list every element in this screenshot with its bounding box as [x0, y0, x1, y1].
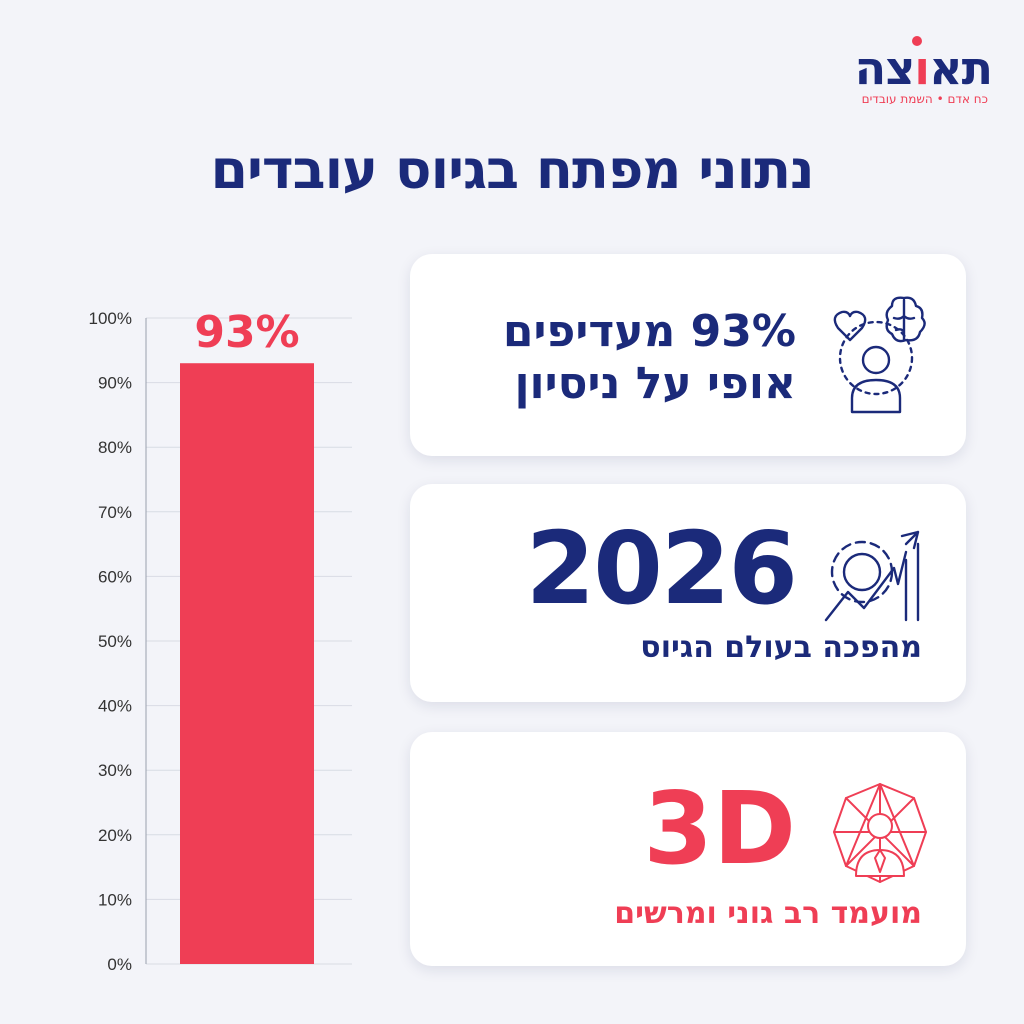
y-tick-label: 30%	[98, 761, 132, 780]
stat-card-preference: 93% מעדיפים אופי על ניסיון	[410, 254, 966, 456]
y-tick-label: 80%	[98, 438, 132, 457]
y-tick-label: 70%	[98, 503, 132, 522]
y-tick-label: 50%	[98, 632, 132, 651]
y-tick-label: 100%	[89, 309, 132, 328]
stat-card-3d: 3D מועמד רב גוני ומרשים	[410, 732, 966, 966]
logo-subtitle: כח אדם • השמת עובדים	[861, 92, 988, 106]
3d-stat-value: 3D	[643, 770, 796, 887]
year-stat-caption: מהפכה בעולם הגיוס	[640, 630, 922, 665]
y-tick-label: 40%	[98, 697, 132, 716]
logo-wordmark: תאוצה	[855, 36, 993, 92]
y-tick-label: 60%	[98, 567, 132, 586]
network-person-icon	[830, 780, 930, 894]
bar-chart: 0% 10% 20% 30% 40% 50% 60% 70% 80% 90% 100% 93%	[89, 307, 352, 974]
year-stat-value: 2026	[525, 510, 798, 627]
gear-growth-arrow-icon	[820, 520, 930, 634]
company-logo: תאוצה כח אדם • השמת עובדים	[812, 36, 993, 114]
y-tick-label: 0%	[107, 955, 132, 974]
preference-stat-text: 93% מעדיפים אופי על ניסיון	[502, 306, 796, 409]
bar-data-label: 93%	[194, 307, 299, 358]
stat-card-year: 2026 מהפכה בעולם הגיוס	[410, 484, 966, 702]
y-tick-label: 20%	[98, 826, 132, 845]
3d-stat-caption: מועמד רב גוני ומרשים	[614, 896, 922, 931]
y-tick-label: 90%	[98, 374, 132, 393]
y-tick-label: 10%	[98, 890, 132, 909]
page-title: נתוני מפתח בגיוס עובדים	[210, 138, 814, 201]
bar	[180, 363, 314, 965]
brain-heart-person-icon	[830, 294, 930, 418]
